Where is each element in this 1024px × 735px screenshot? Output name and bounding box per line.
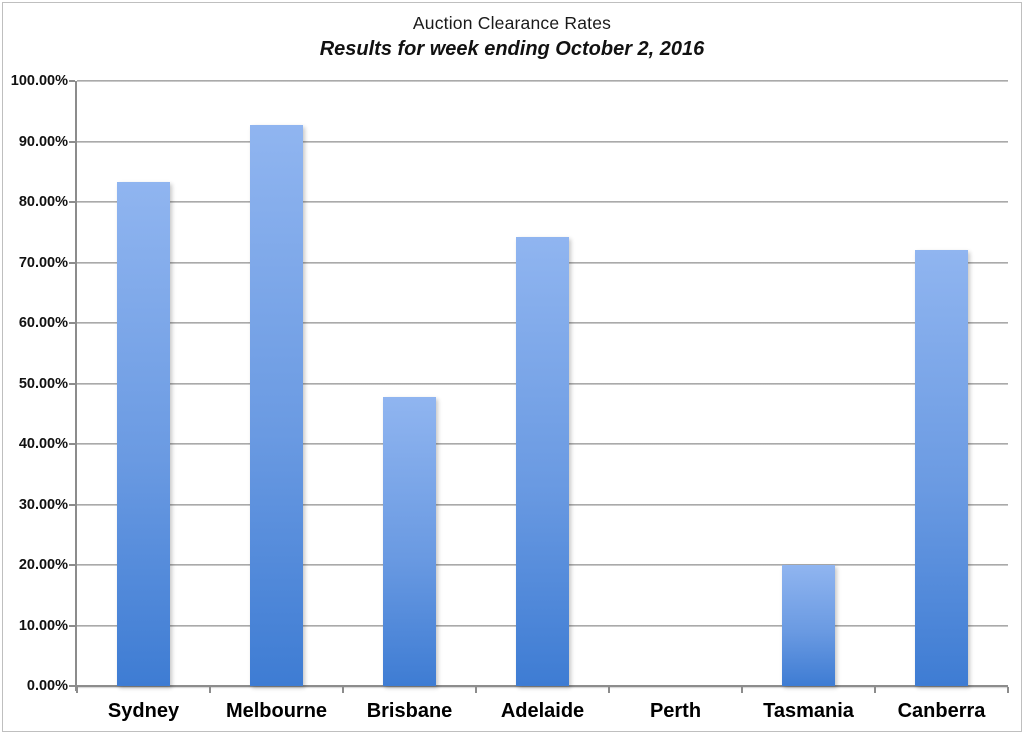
gridline xyxy=(77,201,1008,203)
chart-title: Auction Clearance Rates xyxy=(412,13,612,33)
x-axis-tick xyxy=(1007,687,1009,693)
plot-area xyxy=(77,80,1008,686)
y-axis-tick-label: 50.00% xyxy=(18,375,68,392)
y-axis-tick-label: 60.00% xyxy=(18,315,68,331)
bar-brisbane xyxy=(383,396,436,686)
bar-melbourne xyxy=(250,124,303,686)
y-axis-tick xyxy=(69,624,75,627)
gridline xyxy=(77,140,1008,143)
x-axis-tick xyxy=(874,687,876,693)
y-axis-tick-label: 40.00% xyxy=(18,436,68,452)
bar-tasmania xyxy=(782,565,835,686)
x-axis-tick xyxy=(741,687,743,693)
chart-subtitle: Results for week ending October 2, 2016 xyxy=(319,38,705,60)
x-axis-tick xyxy=(475,687,477,693)
y-axis-tick-label: 20.00% xyxy=(18,557,68,573)
y-axis-tick xyxy=(69,443,75,445)
y-axis-tick xyxy=(69,140,75,143)
y-axis-tick-label: 80.00% xyxy=(18,194,68,210)
bar-canberra xyxy=(915,250,968,686)
x-axis-line xyxy=(77,685,1008,687)
y-axis-tick xyxy=(69,80,75,82)
x-category-label-tasmania: Tasmania xyxy=(763,700,854,722)
y-axis-line xyxy=(75,81,77,691)
y-axis-tick-label: 100.00% xyxy=(10,73,68,89)
x-category-label-sydney: Sydney xyxy=(107,700,180,722)
x-category-label-melbourne: Melbourne xyxy=(225,700,328,722)
x-category-label-adelaide: Adelaide xyxy=(500,700,585,722)
y-axis-tick-label: 70.00% xyxy=(18,254,68,271)
y-axis-tick-label: 30.00% xyxy=(18,496,68,513)
y-axis-tick xyxy=(69,564,75,566)
x-axis-tick xyxy=(608,687,610,693)
gridline xyxy=(77,80,1008,82)
y-axis-tick-label: 0.00% xyxy=(26,678,68,694)
y-axis-tick xyxy=(69,261,75,264)
y-axis-tick-label: 10.00% xyxy=(18,617,68,634)
x-axis-tick xyxy=(76,687,78,693)
x-category-label-perth: Perth xyxy=(649,700,702,722)
x-axis-tick xyxy=(342,687,344,693)
x-axis-tick xyxy=(209,687,211,693)
y-axis-tick xyxy=(69,322,75,324)
x-category-label-canberra: Canberra xyxy=(897,700,986,722)
x-category-label-brisbane: Brisbane xyxy=(366,700,453,722)
bar-sydney xyxy=(117,182,170,686)
bar-adelaide xyxy=(516,237,569,686)
y-axis-tick xyxy=(69,201,75,203)
y-axis-tick-label: 90.00% xyxy=(18,133,68,150)
y-axis-tick xyxy=(69,685,75,687)
y-axis-tick xyxy=(69,503,75,506)
y-axis-tick xyxy=(69,382,75,385)
